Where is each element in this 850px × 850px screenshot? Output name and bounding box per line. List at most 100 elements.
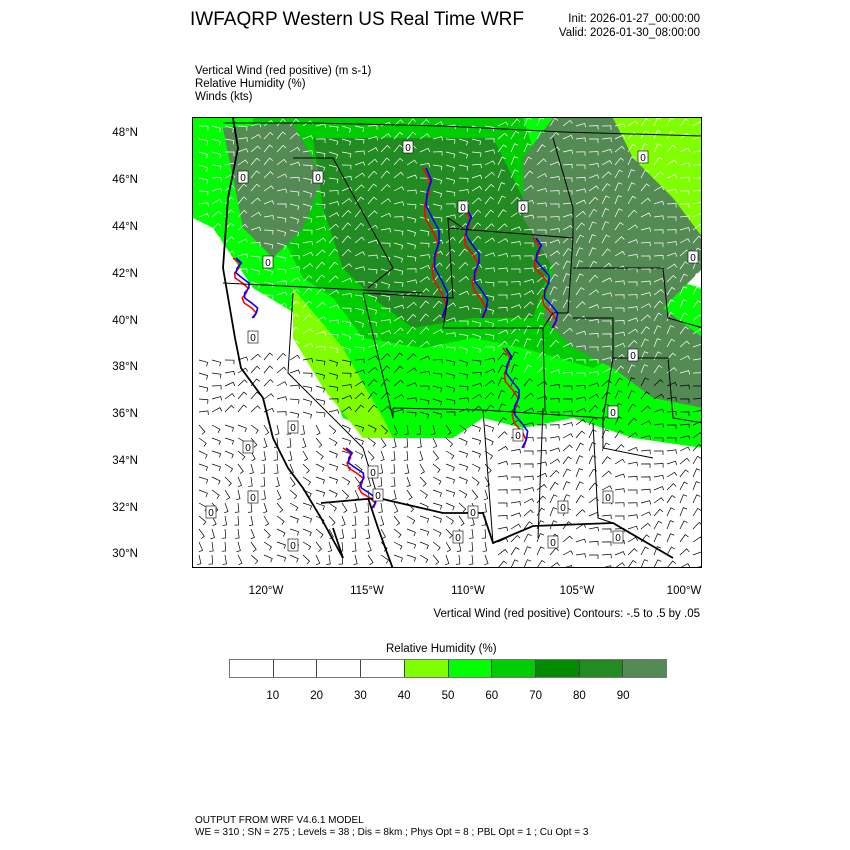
- wind-barb: [237, 320, 248, 328]
- wind-barb: [588, 221, 597, 231]
- wind-barb: [666, 460, 678, 466]
- wind-barb: [354, 222, 365, 231]
- wind-barb: [549, 161, 561, 166]
- svg-text:0: 0: [630, 351, 636, 362]
- wind-barb: [679, 118, 689, 127]
- wind-barb: [250, 145, 261, 153]
- wind-barb: [315, 437, 323, 448]
- wind-barb: [601, 148, 613, 154]
- wind-barb: [211, 262, 222, 270]
- wind-barb: [653, 130, 662, 140]
- wind-barb: [222, 554, 227, 565]
- rh-band-40-sw: [293, 288, 393, 438]
- wind-barb: [653, 393, 665, 400]
- wind-barb: [601, 208, 610, 218]
- colorbar-swatch: [317, 660, 362, 677]
- field-label-vertical-wind: Vertical Wind (red positive) (m s-1): [195, 65, 372, 77]
- wind-barb: [484, 196, 494, 205]
- wind-barb: [627, 536, 639, 543]
- contour-info: Vertical Wind (red positive) Contours: -…: [433, 608, 700, 620]
- wind-barb: [276, 268, 287, 274]
- wind-barb: [224, 250, 235, 257]
- wind-barb: [393, 339, 404, 348]
- wind-barb: [640, 338, 649, 348]
- wind-barb: [404, 463, 410, 474]
- wind-barb: [510, 338, 520, 348]
- wind-barb: [614, 390, 623, 400]
- wind-barb: [198, 151, 209, 159]
- wind-barb: [640, 511, 652, 517]
- wind-barb: [237, 268, 248, 273]
- wind-barb: [315, 203, 326, 209]
- wind-barb: [653, 450, 664, 455]
- wind-barb: [419, 265, 431, 270]
- wind-barb: [198, 450, 208, 459]
- wind-barb: [627, 502, 638, 507]
- wind-barb: [640, 449, 651, 455]
- wind-barb: [341, 210, 352, 218]
- wind-barb: [641, 559, 649, 567]
- wind-barb: [575, 315, 587, 322]
- wind-barb: [380, 145, 391, 153]
- wind-barb: [484, 149, 496, 154]
- wind-barb: [367, 424, 377, 433]
- wind-barb: [692, 224, 701, 231]
- wind-barb: [588, 359, 599, 364]
- wind-barb: [666, 520, 675, 530]
- wind-barb: [536, 450, 547, 455]
- wind-barb: [562, 444, 573, 452]
- wind-barb: [432, 344, 444, 349]
- wind-barb: [601, 379, 612, 387]
- wind-barb: [224, 184, 235, 192]
- wind-barb: [627, 514, 638, 519]
- wind-barb: [211, 248, 222, 257]
- wind-barb: [417, 437, 422, 448]
- wind-barb: [588, 526, 599, 532]
- valid-time: Valid: 2026-01-30_08:00:00: [558, 27, 700, 39]
- wind-barb: [341, 277, 353, 283]
- wind-barb: [380, 242, 391, 248]
- wind-barb: [393, 131, 404, 140]
- wind-barb: [562, 468, 571, 478]
- wind-barb: [653, 497, 664, 504]
- wind-barb: [575, 199, 587, 205]
- wind-barb: [403, 437, 409, 448]
- wind-barb: [640, 405, 651, 413]
- wind-barb: [406, 229, 417, 237]
- wind-barb: [250, 554, 259, 565]
- wind-barb: [419, 541, 429, 550]
- wind-barb: [536, 395, 548, 401]
- wind-barb: [393, 352, 403, 361]
- wind-barb: [289, 118, 300, 127]
- wind-barb: [562, 327, 573, 335]
- map-panel: 0 0 0 0 0 0 0 0 0 0 0 0 0 0 0 0 0 0 0 0 0 0 0 0 0: [192, 117, 702, 568]
- wind-barb: [315, 151, 326, 158]
- wind-barb: [328, 515, 336, 526]
- wind-barb: [575, 222, 585, 231]
- wind-barb: [575, 509, 586, 517]
- wind-barb: [263, 437, 268, 449]
- lon-label-120w: 120°W: [248, 585, 284, 597]
- contour-label: 0: [637, 150, 649, 164]
- lat-label-46n: 46°N: [112, 174, 138, 186]
- wind-barb: [237, 424, 247, 433]
- wind-barb: [224, 424, 235, 432]
- wind-barb: [393, 394, 405, 400]
- wind-barb: [341, 125, 352, 133]
- wind-barb: [393, 229, 404, 236]
- wind-barb: [601, 183, 611, 192]
- wind-barb: [380, 281, 391, 289]
- wind-barb: [341, 320, 352, 327]
- wind-barb: [250, 342, 262, 348]
- wind-barb: [692, 177, 701, 179]
- wind-barb: [276, 381, 288, 387]
- wind-barb: [380, 330, 392, 335]
- svg-text:0: 0: [615, 533, 621, 544]
- wind-barb: [615, 562, 625, 567]
- wind-barb: [263, 185, 274, 192]
- wind-barb: [510, 118, 521, 127]
- wind-barb: [380, 212, 392, 218]
- wind-barb: [458, 463, 469, 471]
- wind-barb: [393, 502, 399, 514]
- wind-barb: [302, 398, 313, 406]
